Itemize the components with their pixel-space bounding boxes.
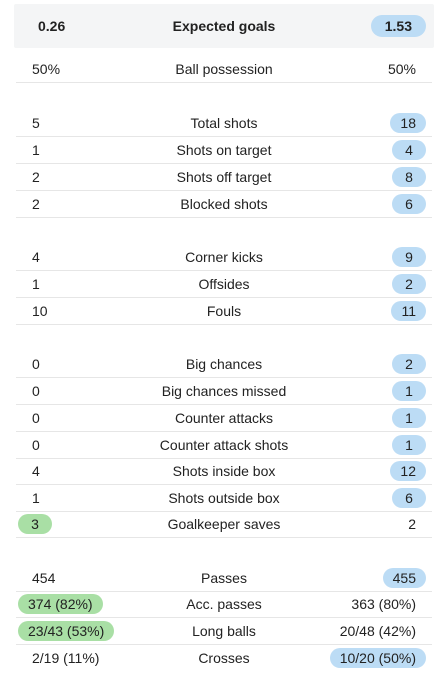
stat-label: Goalkeeper saves [167, 516, 281, 532]
away-value: 2 [408, 516, 416, 532]
stat-label: Counter attack shots [159, 437, 289, 453]
stat-row-total-shots: 5 Total shots 18 [16, 110, 432, 137]
away-value-highlight: 455 [382, 568, 426, 588]
stat-label: Ball possession [175, 61, 273, 77]
home-value: 1 [32, 276, 40, 292]
home-value: 0 [32, 383, 40, 399]
home-value-highlight: 374 (82%) [18, 594, 103, 614]
away-value-highlight: 2 [392, 274, 426, 294]
stat-row-shots-outside-box: 1 Shots outside box 6 [16, 485, 432, 512]
away-value-highlight: 10/20 (50%) [329, 648, 426, 668]
stat-row-shots-inside-box: 4 Shots inside box 12 [16, 458, 432, 485]
stat-row-counter-attacks: 0 Counter attacks 1 [16, 405, 432, 432]
away-value-highlight: 9 [392, 247, 426, 267]
away-value-highlight: 18 [390, 113, 426, 133]
stat-label: Total shots [190, 115, 258, 131]
away-value: 20/48 (42%) [339, 623, 416, 639]
home-value: 4 [32, 463, 40, 479]
away-value-highlight: 1 [392, 381, 426, 401]
stat-label: Corner kicks [185, 249, 263, 265]
stat-row-crosses: 2/19 (11%) Crosses 10/20 (50%) [16, 645, 432, 671]
away-value-highlight: 12 [390, 461, 426, 481]
home-value: 10 [32, 303, 48, 319]
away-value-highlight: 8 [392, 167, 426, 187]
away-value-highlight: 4 [392, 140, 426, 160]
stat-label: Passes [201, 570, 247, 586]
home-value: 0.26 [38, 18, 66, 34]
stat-row-fouls: 10 Fouls 11 [16, 298, 432, 325]
away-value-highlight: 6 [392, 488, 426, 508]
stat-row-counter-attack-shots: 0 Counter attack shots 1 [16, 432, 432, 459]
away-value-highlight: 6 [392, 194, 426, 214]
home-value: 2/19 (11%) [32, 650, 100, 666]
stat-label: Shots outside box [168, 490, 280, 506]
home-value: 0 [32, 437, 40, 453]
stat-row-shots-on-target: 1 Shots on target 4 [16, 137, 432, 164]
away-value-highlight: 11 [391, 301, 426, 321]
home-value: 50% [32, 61, 61, 77]
stat-row-shots-off-target: 2 Shots off target 8 [16, 164, 432, 191]
stat-row-accurate-passes: 374 (82%) Acc. passes 363 (80%) [16, 591, 432, 618]
home-value: 0 [32, 410, 40, 426]
stat-label: Shots inside box [172, 463, 276, 479]
stat-row-big-chances: 0 Big chances 2 [16, 351, 432, 378]
stat-label: Big chances [185, 356, 263, 372]
away-value-highlight: 2 [392, 354, 426, 374]
expected-goals-row: 0.26 Expected goals 1.53 [14, 4, 434, 48]
home-value: 1 [32, 490, 40, 506]
stat-row-long-balls: 23/43 (53%) Long balls 20/48 (42%) [16, 618, 432, 645]
home-value: 0 [32, 356, 40, 372]
stat-label: Shots off target [176, 169, 272, 185]
home-value: 1 [32, 142, 40, 158]
stat-label: Fouls [206, 303, 242, 319]
home-value-highlight: 3 [18, 514, 52, 534]
away-value-highlight: 1 [392, 435, 426, 455]
home-value: 4 [32, 249, 40, 265]
away-value-highlight: 1 [392, 408, 426, 428]
stat-row-corner-kicks: 4 Corner kicks 9 [16, 244, 432, 271]
stat-label: Expected goals [172, 18, 276, 34]
stat-row-ball-possession: 50% Ball possession 50% [16, 56, 432, 83]
home-value: 2 [32, 196, 40, 212]
stat-row-offsides: 1 Offsides 2 [16, 271, 432, 298]
stat-label: Counter attacks [174, 410, 274, 426]
stat-row-goalkeeper-saves: 3 Goalkeeper saves 2 [16, 511, 432, 538]
home-value: 454 [32, 570, 56, 586]
home-value: 5 [32, 115, 40, 131]
stat-label: Blocked shots [180, 196, 268, 212]
away-value: 363 (80%) [351, 596, 416, 612]
stat-label: Offsides [198, 276, 250, 292]
home-value-highlight: 23/43 (53%) [18, 621, 115, 641]
stat-row-passes: 454 Passes 455 [16, 565, 432, 592]
away-value-highlight: 1.53 [370, 15, 426, 37]
stat-label: Shots on target [176, 142, 272, 158]
stat-label: Big chances missed [161, 383, 287, 399]
stat-row-blocked-shots: 2 Blocked shots 6 [16, 191, 432, 218]
stat-row-big-chances-missed: 0 Big chances missed 1 [16, 378, 432, 405]
home-value: 2 [32, 169, 40, 185]
away-value: 50% [387, 61, 416, 77]
